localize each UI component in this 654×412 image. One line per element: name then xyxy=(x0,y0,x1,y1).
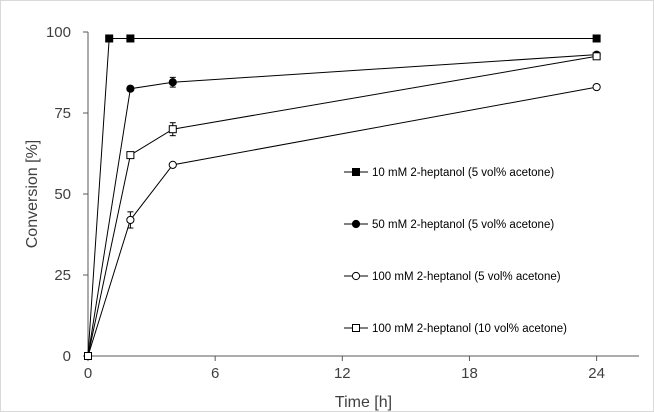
legend-label: 50 mM 2-heptanol (5 vol% acetone) xyxy=(372,219,554,231)
legend-label: 100 mM 2-heptanol (5 vol% acetone) xyxy=(372,271,561,283)
legend: 10 mM 2-heptanol (5 vol% acetone) 50 mM 2… xyxy=(344,167,567,335)
x-tick-label: 0 xyxy=(84,365,92,382)
legend-label: 10 mM 2-heptanol (5 vol% acetone) xyxy=(372,167,554,179)
legend-marker xyxy=(352,324,360,332)
data-point xyxy=(592,52,601,61)
series-4 xyxy=(84,52,601,360)
legend-entry-1: 10 mM 2-heptanol (5 vol% acetone) xyxy=(344,167,554,179)
y-tick-label: 75 xyxy=(54,105,71,122)
data-point xyxy=(126,34,135,43)
y-tick-label: 100 xyxy=(46,24,71,41)
y-tick-label: 0 xyxy=(63,348,71,365)
data-point xyxy=(168,78,177,87)
legend-marker xyxy=(351,219,361,229)
y-tick-label: 50 xyxy=(54,186,71,203)
data-point xyxy=(105,34,114,43)
x-tick-label: 18 xyxy=(461,365,478,382)
data-point xyxy=(168,125,177,134)
legend-entry-4: 100 mM 2-heptanol (10 vol% acetone) xyxy=(344,323,567,335)
data-point xyxy=(592,82,601,92)
x-axis-title: Time [h] xyxy=(335,394,392,411)
series-line xyxy=(87,54,597,357)
y-tick-label: 25 xyxy=(54,267,71,284)
data-point xyxy=(126,151,135,160)
data-point xyxy=(126,215,135,225)
series-line xyxy=(87,55,597,357)
legend-marker xyxy=(352,168,360,176)
x-tick-label: 12 xyxy=(334,365,351,382)
data-point xyxy=(84,352,92,360)
series-layer xyxy=(83,34,601,361)
legend-entry-2: 50 mM 2-heptanol (5 vol% acetone) xyxy=(344,219,554,231)
data-point xyxy=(592,34,601,43)
data-point xyxy=(126,84,135,93)
axes: 0 6 12 18 24 0 25 50 75 100 xyxy=(46,24,639,382)
series-line xyxy=(87,37,597,357)
legend-entry-3: 100 mM 2-heptanol (5 vol% acetone) xyxy=(344,271,561,283)
x-tick-label: 24 xyxy=(588,365,605,382)
series-2 xyxy=(83,50,601,361)
y-axis-title: Conversion [%] xyxy=(24,140,41,249)
x-tick-label: 6 xyxy=(211,365,219,382)
data-point xyxy=(168,160,177,169)
legend-label: 100 mM 2-heptanol (10 vol% acetone) xyxy=(372,323,567,335)
series-line xyxy=(87,86,597,357)
legend-marker xyxy=(351,271,361,281)
